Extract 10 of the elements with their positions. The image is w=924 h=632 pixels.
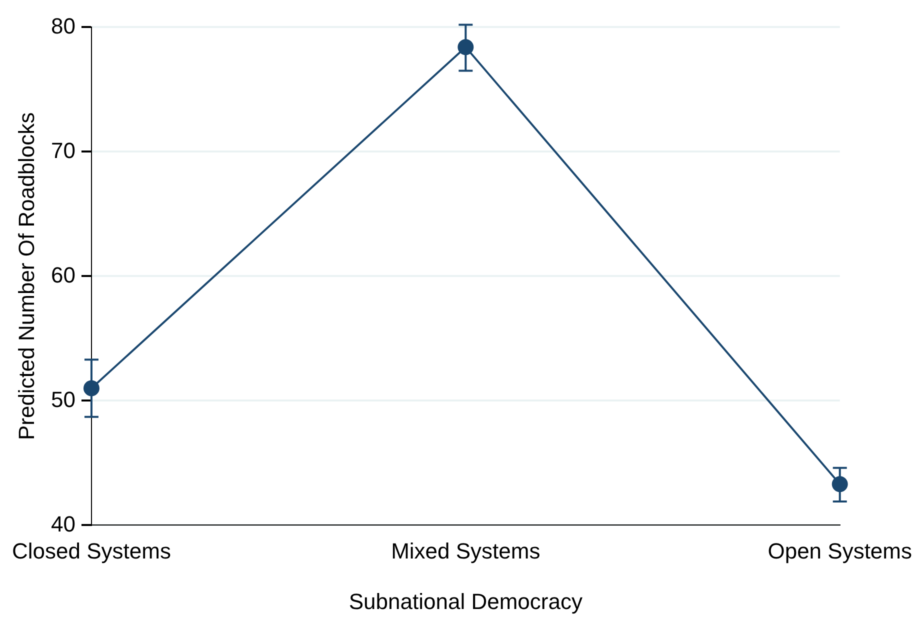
y-tick-label: 70 — [50, 138, 76, 163]
y-axis-title: Predicted Number Of Roadblocks — [14, 112, 39, 440]
x-axis-title: Subnational Democracy — [348, 588, 582, 614]
y-tick-label: 40 — [50, 511, 76, 536]
y-tick-label: 80 — [50, 13, 76, 38]
x-tick-label: Closed Systems — [12, 538, 171, 564]
x-tick-label: Open Systems — [768, 538, 912, 564]
y-tick-label: 50 — [50, 386, 76, 412]
y-tick-label: 60 — [50, 262, 76, 288]
x-tick-label: Mixed Systems — [391, 538, 540, 564]
